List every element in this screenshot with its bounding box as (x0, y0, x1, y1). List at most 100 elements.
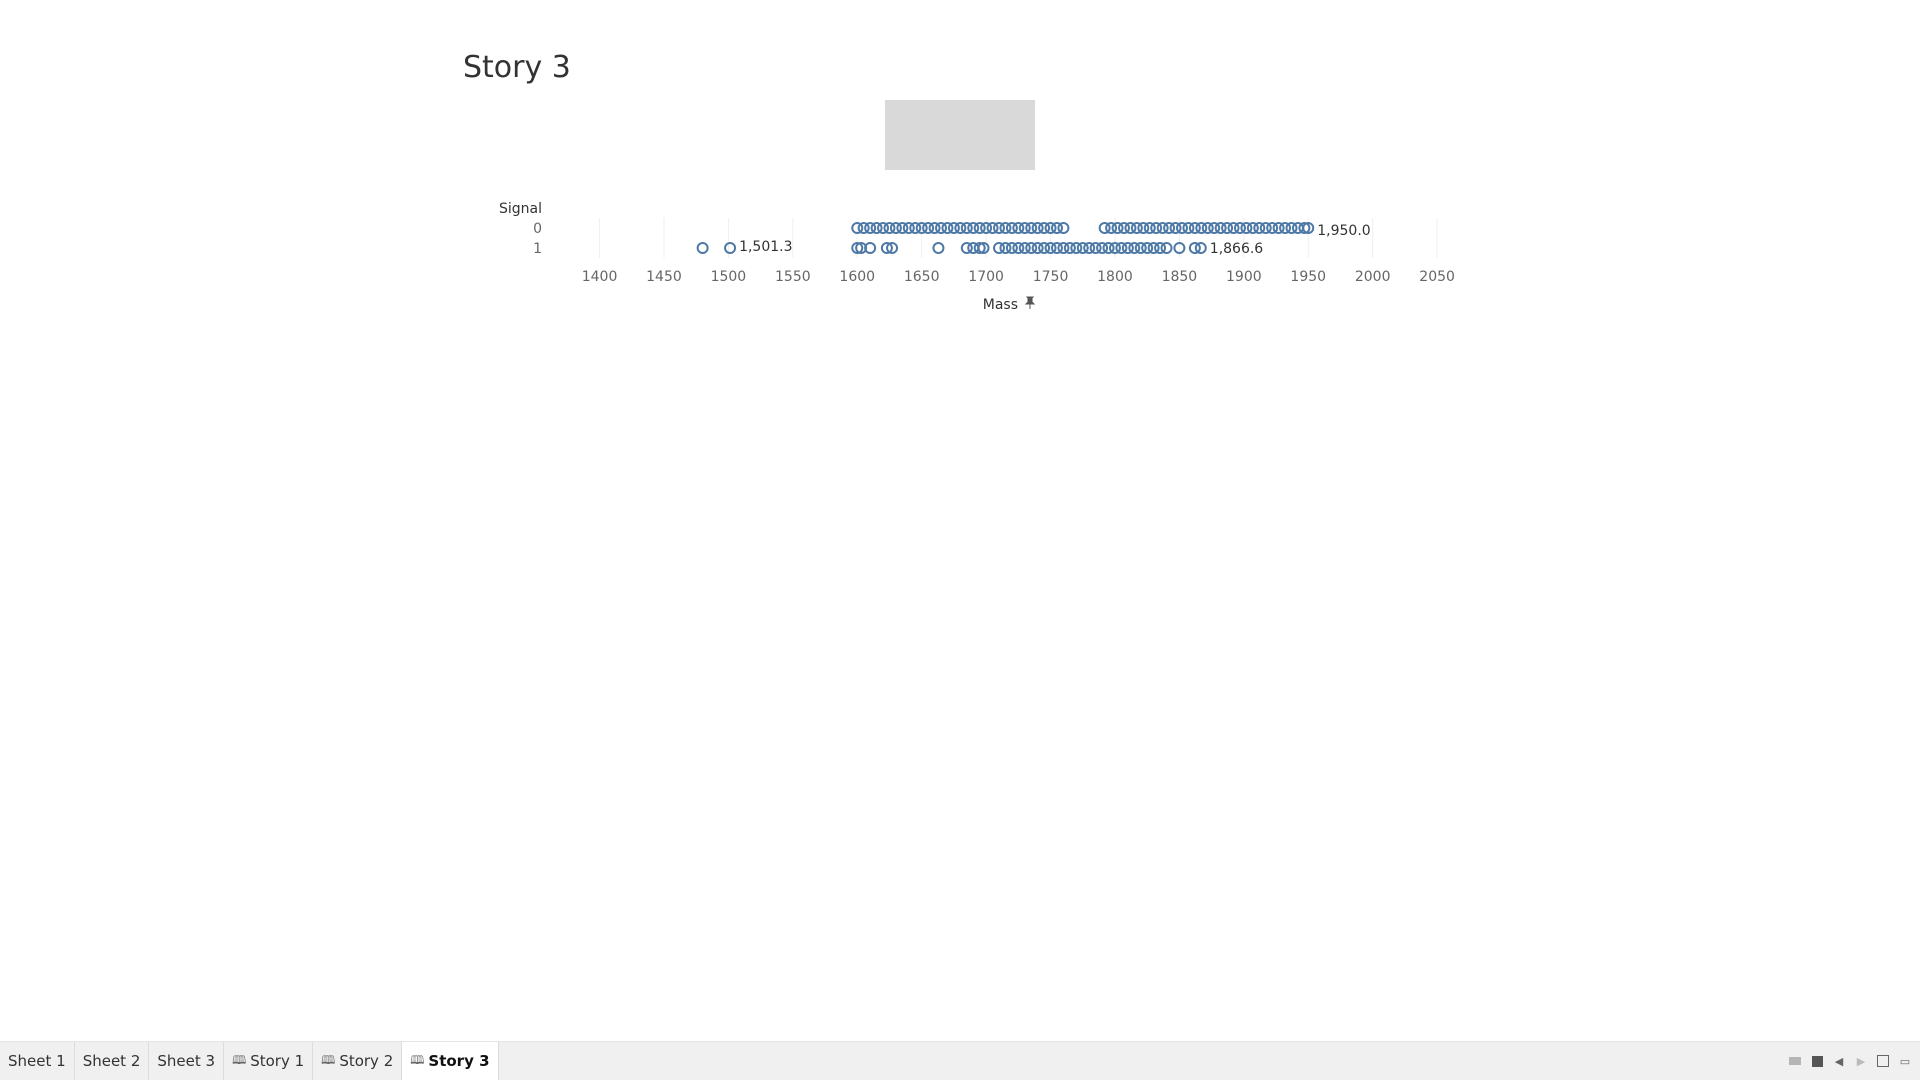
data-point[interactable] (1076, 242, 1089, 254)
data-point[interactable] (1012, 242, 1025, 254)
data-point[interactable] (967, 222, 980, 234)
data-point[interactable] (1169, 222, 1182, 234)
data-point[interactable] (864, 222, 877, 234)
data-point[interactable] (883, 222, 896, 234)
data-point[interactable] (1038, 242, 1051, 254)
data-point[interactable] (932, 242, 945, 254)
data-point[interactable] (1266, 222, 1279, 234)
next-sheet-icon[interactable]: ▶ (1856, 1054, 1866, 1068)
data-point[interactable] (1038, 222, 1051, 234)
data-point[interactable] (915, 222, 928, 234)
data-point[interactable] (973, 242, 986, 254)
data-point[interactable] (857, 222, 870, 234)
tab-story-1[interactable]: 🕮 Story 1 (224, 1042, 314, 1080)
data-point[interactable] (1173, 242, 1186, 254)
data-point[interactable] (1182, 222, 1195, 234)
data-point[interactable] (1194, 242, 1207, 254)
data-point[interactable] (1063, 242, 1076, 254)
data-point[interactable] (1057, 242, 1070, 254)
data-point[interactable] (851, 242, 864, 254)
data-point[interactable] (1227, 222, 1240, 234)
data-point[interactable] (1025, 222, 1038, 234)
data-point[interactable] (954, 222, 967, 234)
data-point[interactable] (1102, 242, 1115, 254)
data-point[interactable] (1044, 242, 1057, 254)
tab-sheet-3[interactable]: Sheet 3 (149, 1042, 225, 1080)
fullscreen-icon[interactable] (1876, 1054, 1890, 1068)
data-point[interactable] (1044, 222, 1057, 234)
data-point[interactable] (1130, 222, 1143, 234)
data-point[interactable] (1124, 222, 1137, 234)
data-point[interactable] (1253, 222, 1266, 234)
data-point[interactable] (1150, 222, 1163, 234)
data-point[interactable] (1050, 222, 1063, 234)
data-point[interactable] (1272, 222, 1285, 234)
data-point[interactable] (909, 222, 922, 234)
data-point[interactable] (999, 242, 1012, 254)
data-point[interactable] (1233, 222, 1246, 234)
prev-sheet-icon[interactable]: ◀ (1834, 1054, 1844, 1068)
data-point[interactable] (870, 222, 883, 234)
data-point[interactable] (877, 222, 890, 234)
data-point[interactable] (986, 222, 999, 234)
data-point[interactable] (1302, 222, 1315, 234)
data-point[interactable] (1108, 242, 1121, 254)
data-point[interactable] (993, 242, 1005, 254)
data-point[interactable] (1121, 242, 1134, 254)
data-point[interactable] (696, 242, 709, 254)
data-point[interactable] (1111, 222, 1124, 234)
data-point[interactable] (886, 242, 899, 254)
data-point[interactable] (1156, 222, 1169, 234)
data-point[interactable] (1031, 222, 1044, 234)
data-point[interactable] (889, 222, 902, 234)
data-point[interactable] (1214, 222, 1227, 234)
data-point[interactable] (1163, 222, 1176, 234)
data-point[interactable] (1259, 222, 1272, 234)
data-point[interactable] (1134, 242, 1147, 254)
tab-story-2[interactable]: 🕮 Story 2 (313, 1042, 403, 1080)
data-point[interactable] (960, 222, 973, 234)
data-point[interactable] (880, 242, 893, 254)
data-point[interactable] (1143, 222, 1156, 234)
data-point[interactable] (1117, 222, 1130, 234)
data-point[interactable] (1083, 242, 1096, 254)
data-point[interactable] (1098, 222, 1111, 234)
data-point[interactable] (864, 242, 877, 254)
data-point[interactable] (1031, 242, 1044, 254)
data-point[interactable] (724, 242, 737, 254)
data-point[interactable] (1240, 222, 1253, 234)
data-point[interactable] (1154, 242, 1167, 254)
data-point[interactable] (1096, 242, 1109, 254)
data-point[interactable] (999, 222, 1012, 234)
show-filmstrip-icon[interactable] (1810, 1054, 1824, 1068)
data-point[interactable] (941, 222, 954, 234)
data-point[interactable] (1160, 242, 1173, 254)
data-point[interactable] (1279, 222, 1292, 234)
data-point[interactable] (1128, 242, 1141, 254)
data-point[interactable] (1221, 222, 1234, 234)
data-point[interactable] (1137, 222, 1150, 234)
data-point[interactable] (1141, 242, 1154, 254)
data-point[interactable] (1070, 242, 1083, 254)
data-point[interactable] (1201, 222, 1214, 234)
story-caption-box[interactable] (885, 100, 1035, 170)
data-point[interactable] (1018, 242, 1031, 254)
data-point[interactable] (977, 242, 990, 254)
data-point[interactable] (1057, 222, 1070, 234)
data-point[interactable] (1105, 222, 1118, 234)
data-point[interactable] (1147, 242, 1160, 254)
data-point[interactable] (896, 222, 909, 234)
show-sheets-icon[interactable] (1788, 1054, 1802, 1068)
data-point[interactable] (1195, 222, 1208, 234)
data-point[interactable] (1115, 242, 1128, 254)
data-point[interactable] (1298, 222, 1311, 234)
data-point[interactable] (980, 222, 993, 234)
data-point[interactable] (1175, 222, 1188, 234)
tab-sheet-1[interactable]: Sheet 1 (0, 1042, 75, 1080)
data-point[interactable] (1188, 242, 1201, 254)
pin-icon[interactable] (1024, 296, 1036, 309)
data-point[interactable] (928, 222, 941, 234)
data-point[interactable] (1285, 222, 1298, 234)
data-point[interactable] (1005, 222, 1018, 234)
data-point[interactable] (973, 222, 986, 234)
